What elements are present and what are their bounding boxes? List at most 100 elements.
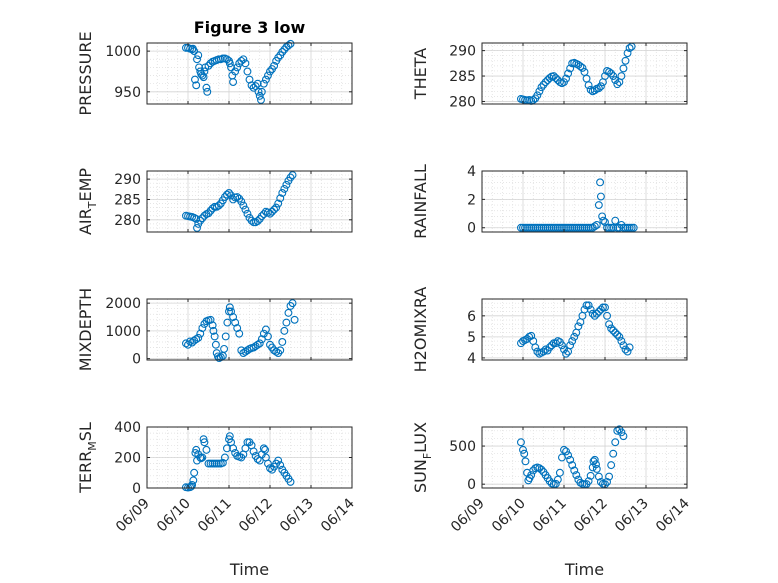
panel-2-data-point: [545, 74, 554, 83]
panel-5-data-point: [270, 346, 279, 355]
panel-6-data-point: [584, 301, 593, 310]
panel-7-data-point: [210, 459, 219, 468]
panel-8-data-point: [553, 475, 562, 484]
panel-3-axes-box: [146, 170, 353, 233]
panel-6-data-point: [566, 341, 575, 350]
panel-3-data-point: [257, 212, 266, 221]
panel-1-data-point: [194, 51, 203, 60]
panel-3-data-point: [274, 199, 283, 208]
panel-1-data-point: [188, 45, 197, 54]
panel-6-data-point: [580, 305, 589, 314]
panel-2-data-point: [617, 72, 626, 80]
panel-8-data-point: [607, 461, 616, 470]
panel-5-y-tick-label: 0: [132, 352, 141, 368]
panel-3-data-point: [241, 205, 250, 214]
panel-7-data-point: [190, 468, 199, 477]
panel-2-data-point: [539, 80, 548, 89]
panel-6-data-point: [562, 349, 570, 358]
panel-1-data-point: [266, 67, 274, 76]
panel-4-data-point: [529, 223, 538, 232]
panel-1-data-point: [191, 75, 199, 84]
panel-4-data-point: [541, 223, 550, 232]
panel-8-data-point: [527, 471, 536, 479]
panel-1-data-point: [241, 59, 250, 68]
panel-1-data-point: [214, 55, 223, 64]
panel-7-data-point: [189, 476, 198, 485]
panel-1-data-point: [259, 79, 268, 88]
panel-8-data-point: [617, 428, 626, 437]
panel-8-x-tick-label: 06/10: [489, 496, 529, 536]
panel-5-data-point: [210, 332, 219, 341]
panel-5-data-point: [211, 340, 220, 349]
panel-2-data-point: [621, 56, 630, 65]
panel-4-axes-box: [481, 170, 688, 233]
panel-4-data-point: [568, 223, 577, 232]
panel-5-data-point: [284, 308, 293, 317]
panel-7-data-point: [223, 444, 231, 453]
panel-3-data-point: [204, 209, 213, 218]
panel-3-data-point: [288, 171, 297, 180]
panel-3-data-point: [214, 201, 223, 210]
panel-6-data-point: [594, 307, 603, 316]
panel-6-data-point: [531, 343, 540, 352]
panel-6-data-point: [545, 343, 554, 352]
panel-1-data-point: [261, 75, 270, 84]
panel-4-data-point: [582, 223, 591, 232]
panel-3-data-point: [266, 209, 274, 218]
panel-5-data-point: [194, 333, 203, 342]
panel-6-data-point: [603, 311, 611, 320]
panel-6-data-point: [623, 347, 632, 356]
panel-5-data-point: [233, 324, 242, 333]
panel-5-data-point: [241, 347, 250, 356]
panel-5-data-point: [264, 332, 272, 341]
panel-1-data-point: [227, 63, 236, 72]
panel-6-data-point: [539, 347, 548, 356]
panel-6-data-point: [607, 324, 616, 333]
panel-7-data-point: [229, 444, 238, 453]
panel-3-data-point: [268, 207, 276, 216]
panel-5-data-point: [251, 342, 260, 351]
panel-1-data-point: [243, 67, 252, 76]
panel-4-data-point: [576, 223, 585, 232]
panel-8-data-point: [564, 451, 573, 460]
panel-3-data-point: [206, 206, 215, 215]
panel-2-data-point: [605, 68, 614, 76]
panel-4-data-point: [555, 223, 564, 232]
panel-5-data-point: [261, 325, 270, 334]
panel-4-data-point: [609, 223, 618, 232]
panel-6-data-point: [609, 326, 618, 335]
panel-5-data-point: [282, 318, 291, 327]
panel-6-y-axis-label: H2OMIXRA: [411, 287, 430, 373]
panel-6-data-point: [596, 305, 605, 314]
panel-2-data-point: [529, 95, 538, 104]
panel-3-data-point: [272, 203, 281, 212]
panel-5-data-point: [276, 346, 285, 355]
panel-7-data-point: [186, 483, 195, 492]
panel-8-data-point: [592, 460, 600, 469]
panel-4-data-point: [570, 223, 579, 232]
panel-2-data-point: [562, 74, 570, 83]
panel-7-data-point: [212, 459, 221, 468]
panel-7-data-point: [204, 459, 213, 468]
panel-3-data-point: [229, 195, 238, 204]
panel-7-x-tick-label: 06/11: [195, 496, 235, 536]
panel-2-data-point: [596, 82, 605, 91]
panel-3-data-point: [237, 197, 246, 206]
panel-4-data-point: [549, 223, 558, 232]
panel-1-data-point: [192, 81, 201, 90]
panel-4-data-point: [547, 223, 556, 232]
panel-6-data-point: [601, 303, 609, 312]
panel-1-data-point: [284, 41, 293, 50]
panel-7-y-axis-label: TERRMSL: [76, 422, 99, 494]
panel-4-y-tick-label: 4: [467, 164, 476, 180]
panel-3-data-point: [198, 214, 207, 223]
panel-5-data-point: [272, 347, 281, 356]
panel-4-data-point: [596, 178, 605, 187]
panel-6-data-point: [590, 311, 599, 320]
panel-6-data-point: [621, 345, 630, 354]
panel-4-data-point: [621, 223, 630, 232]
panel-4-data-point: [580, 223, 589, 232]
panel-3-data-point: [208, 204, 217, 213]
panel-2-data-point: [535, 87, 544, 96]
panel-3-data-point: [192, 215, 201, 223]
